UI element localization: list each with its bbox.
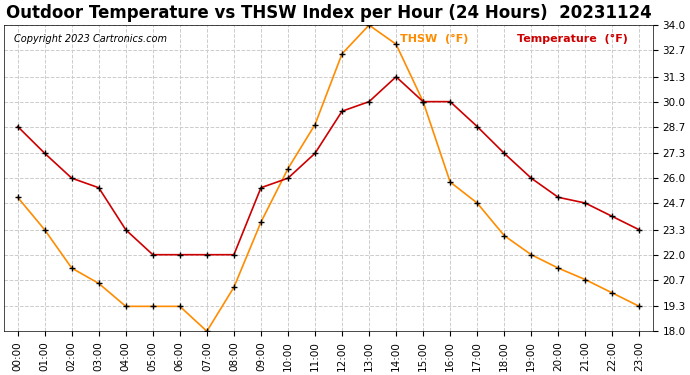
Text: Copyright 2023 Cartronics.com: Copyright 2023 Cartronics.com xyxy=(14,34,167,44)
Title: Outdoor Temperature vs THSW Index per Hour (24 Hours)  20231124: Outdoor Temperature vs THSW Index per Ho… xyxy=(6,4,651,22)
Text: Temperature  (°F): Temperature (°F) xyxy=(517,34,627,44)
Text: THSW  (°F): THSW (°F) xyxy=(400,34,469,44)
